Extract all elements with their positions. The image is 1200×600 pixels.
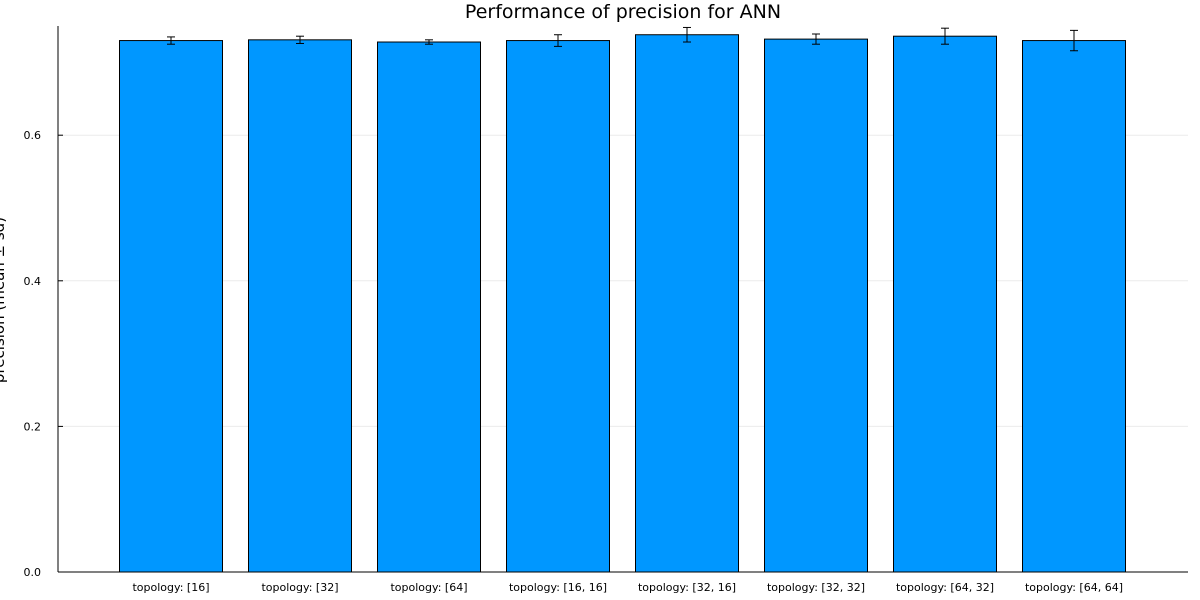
x-tick-label: topology: [16, 16]	[509, 581, 607, 594]
x-tick-label: topology: [32]	[261, 581, 338, 594]
x-tick-labels: topology: [16] topology: [32] topology: [6…	[132, 581, 1123, 594]
axes	[57, 26, 1188, 573]
chart-title: Performance of precision for ANN	[465, 1, 781, 23]
bar	[764, 38, 868, 573]
y-tick-label: 0.6	[24, 129, 42, 142]
bar	[506, 40, 610, 573]
bar	[635, 34, 739, 573]
y-tick-labels: 0.0 0.2 0.4 0.6	[24, 129, 63, 579]
gridlines	[58, 134, 1188, 427]
x-tick-label: topology: [64, 64]	[1025, 581, 1123, 594]
y-tick-label: 0.4	[24, 275, 42, 288]
error-bars	[167, 26, 1078, 52]
x-tick-label: topology: [16]	[132, 581, 209, 594]
bar	[1022, 40, 1126, 573]
x-tick-label: topology: [64, 32]	[896, 581, 994, 594]
x-tick-label: topology: [64]	[390, 581, 467, 594]
y-tick-label: 0.2	[24, 420, 42, 433]
bar	[377, 41, 481, 573]
x-tick-label: topology: [32, 32]	[767, 581, 865, 594]
y-axis-label: precision (mean ± sd)	[0, 217, 8, 383]
bar	[119, 40, 223, 573]
bars	[119, 34, 1126, 573]
y-tick-label: 0.0	[24, 566, 42, 579]
bar	[893, 35, 997, 573]
x-tick-label: topology: [32, 16]	[638, 581, 736, 594]
bar	[248, 39, 352, 573]
